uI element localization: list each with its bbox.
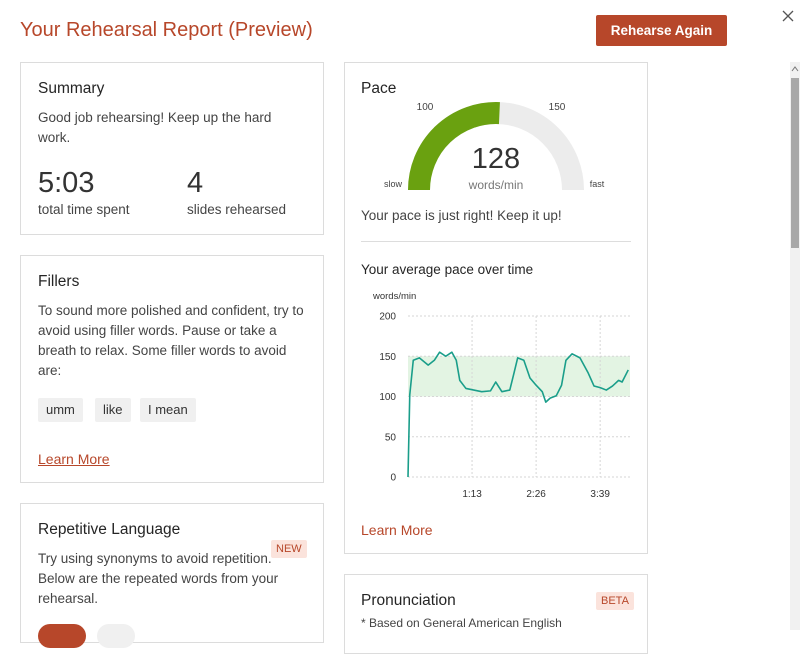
scroll-thumb[interactable] [791, 78, 799, 248]
page: {"header": {"title": "Your Rehearsal Rep… [20, 8, 800, 654]
card-title: Pace [361, 80, 397, 97]
repetitive-text: Try using synonyms to avoid repetition. … [38, 551, 279, 606]
report-title: Your Rehearsal Report (Preview) [20, 19, 313, 41]
card-title: Summary [38, 80, 105, 97]
fillers-card: Fillers To sound more polished and confi… [20, 255, 324, 483]
pronunciation-card: Pronunciation BETA * Based on General Am… [344, 574, 648, 654]
pace-card: Pace Your pace is just right! Keep it up… [344, 62, 648, 554]
stat-value: 4 [187, 167, 204, 199]
card-title: Repetitive Language [38, 521, 181, 538]
close-button[interactable] [780, 8, 796, 24]
filler-chip: umm [38, 398, 83, 422]
learn-more-link[interactable]: Learn More [361, 522, 433, 538]
chart-title: Your average pace over time [361, 262, 534, 277]
word-chip[interactable] [38, 624, 86, 648]
summary-card: Summary Good job rehearsing! Keep up the… [20, 62, 324, 235]
divider [361, 241, 631, 242]
filler-chip: like [95, 398, 131, 422]
beta-badge: BETA [596, 592, 634, 610]
pronunciation-note: * Based on General American English [361, 616, 562, 630]
learn-more-link[interactable]: Learn More [38, 451, 110, 467]
filler-chip: I mean [140, 398, 196, 422]
card-title: Pronunciation [361, 592, 456, 609]
card-title: Fillers [38, 273, 80, 290]
fillers-text: To sound more polished and confident, tr… [38, 303, 304, 378]
stat-label: total time spent [38, 202, 130, 217]
scrollbar[interactable] [790, 62, 800, 630]
rehearse-button[interactable]: Rehearse Again [596, 15, 727, 46]
stat-label: slides rehearsed [187, 202, 287, 217]
stat-value: 5:03 [38, 167, 95, 199]
summary-message: Good job rehearsing! Keep up the hard wo… [38, 110, 272, 145]
new-badge: NEW [271, 540, 307, 558]
filler-list: umm like I mean [38, 398, 308, 422]
pace-message: Your pace is just right! Keep it up! [361, 208, 562, 223]
repetitive-card: Repetitive Language NEW Try using synony… [20, 503, 324, 648]
word-chip[interactable] [97, 624, 135, 648]
